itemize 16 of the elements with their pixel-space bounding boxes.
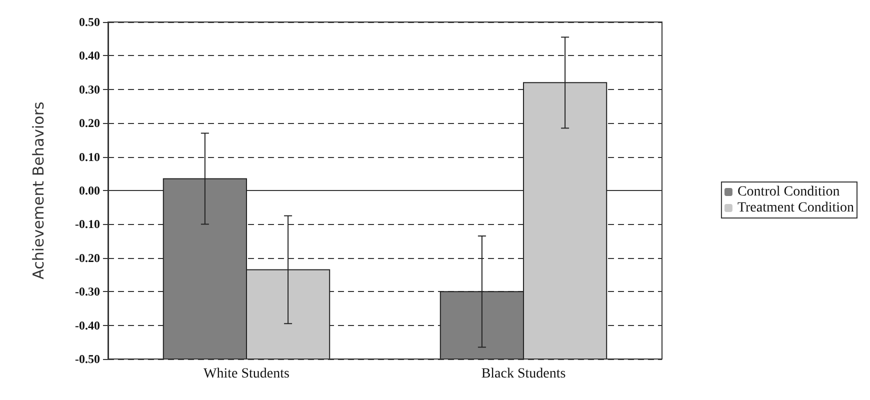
legend-label: Treatment Condition xyxy=(737,200,854,216)
y-tick-label: -0.20 xyxy=(75,250,100,265)
y-tick-label: -0.50 xyxy=(75,352,100,366)
x-tick-label: Black Students xyxy=(481,366,566,382)
y-tick-label: -0.10 xyxy=(75,217,100,232)
y-tick-label: 0.30 xyxy=(79,82,100,96)
y-tick-label: 0.00 xyxy=(79,184,100,198)
y-tick-label: -0.30 xyxy=(75,284,100,299)
legend-label: Control Condition xyxy=(737,184,840,200)
y-axis-title: Achievement Behaviors xyxy=(30,101,48,280)
y-tick-label: -0.40 xyxy=(75,318,100,332)
x-tick-label: White Students xyxy=(204,366,290,382)
y-tick-label: 0.50 xyxy=(79,15,100,29)
y-tick-label: 0.40 xyxy=(79,48,100,63)
y-tick-label: 0.10 xyxy=(79,150,100,164)
y-tick-label: 0.20 xyxy=(79,116,100,130)
